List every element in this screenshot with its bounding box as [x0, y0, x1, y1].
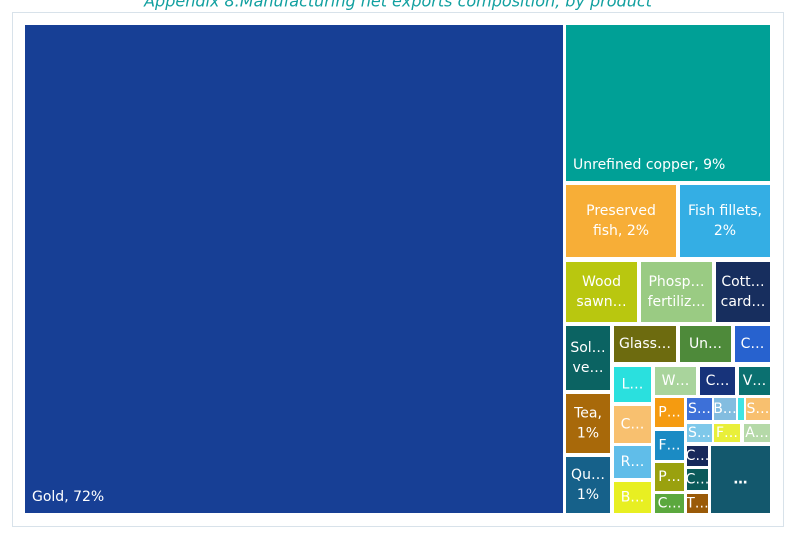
tile-label: Unrefined copper, 9%: [573, 157, 725, 173]
tile: [680, 326, 731, 362]
tile: [614, 367, 651, 402]
tile-label: ve…: [573, 360, 604, 376]
tile-label: 1%: [577, 426, 599, 442]
tile-label: R…: [621, 454, 645, 470]
tile: [614, 446, 651, 478]
tile-label: W…: [662, 373, 690, 389]
tile-label: Cott…: [721, 274, 764, 290]
tile: [687, 424, 712, 442]
tile-label: Un…: [689, 336, 722, 352]
tile-label: B…: [621, 490, 645, 506]
tile: [655, 367, 696, 395]
tile-label: C…: [686, 472, 710, 488]
tile: [614, 482, 651, 513]
tile: [566, 394, 610, 453]
tile: [25, 25, 563, 513]
tile: [700, 367, 735, 395]
tile-label: 2%: [714, 223, 736, 239]
tile-label: …: [734, 472, 748, 488]
tile-label: A…: [745, 425, 769, 441]
tile: [714, 424, 740, 442]
tile: [687, 398, 712, 420]
tile: [746, 398, 770, 420]
tile-label: C…: [621, 417, 645, 433]
tile: [687, 469, 708, 490]
tile: [744, 424, 770, 442]
tile: [655, 463, 684, 491]
tile-label: Glass…: [619, 336, 671, 352]
tile-label: F…: [658, 438, 680, 454]
tile-label: S…: [688, 425, 711, 441]
tile-label: Phosp…: [648, 274, 704, 290]
tile-label: Fish fillets,: [688, 203, 762, 219]
tile-label: Wood: [582, 274, 621, 290]
chart-title: Appendix 8.Manufacturing net exports com…: [143, 0, 653, 11]
tile-label: Sol…: [570, 340, 605, 356]
tile: [566, 262, 637, 322]
tile-label: Tea,: [573, 406, 602, 422]
tile-label: B…: [713, 401, 737, 417]
tile: [687, 446, 708, 466]
tile-label: C…: [741, 336, 765, 352]
tile: [711, 446, 770, 513]
tile: [614, 326, 676, 362]
tile-label: fish, 2%: [593, 223, 649, 239]
tile: [566, 326, 610, 390]
tile: [641, 262, 712, 322]
tile-label: P…: [658, 405, 680, 421]
tile: [687, 494, 708, 513]
tile-label: S…: [688, 401, 711, 417]
tile-label: Preserved: [586, 203, 656, 219]
tile-label: fertiliz…: [648, 294, 706, 310]
tile-label: L…: [622, 377, 644, 393]
tile: [739, 367, 770, 395]
tile: [566, 25, 770, 181]
tile: [566, 185, 676, 257]
tile-label: C…: [686, 448, 710, 464]
tile: [655, 494, 684, 513]
tile-label: C…: [658, 496, 682, 512]
tile: [655, 431, 684, 460]
tile: [735, 326, 770, 362]
tile-label: 1%: [577, 487, 599, 503]
tile-label: Gold, 72%: [32, 489, 104, 505]
tile: [614, 406, 651, 443]
tile-label: T…: [685, 496, 709, 512]
tile-label: V…: [743, 373, 767, 389]
tile: [716, 262, 770, 322]
plot-frame: [12, 12, 784, 527]
tile: [680, 185, 770, 257]
tile-label: C…: [706, 373, 730, 389]
tile-label: F…: [716, 425, 738, 441]
tile: [566, 457, 610, 513]
tile-label: P…: [658, 469, 680, 485]
tile: [655, 398, 684, 427]
tile: [738, 398, 744, 420]
tile-label: card…: [721, 294, 766, 310]
tile: [714, 398, 736, 420]
tile-label: Qu…: [571, 467, 605, 483]
tile-label: S…: [747, 401, 770, 417]
tile-label: sawn…: [576, 294, 626, 310]
